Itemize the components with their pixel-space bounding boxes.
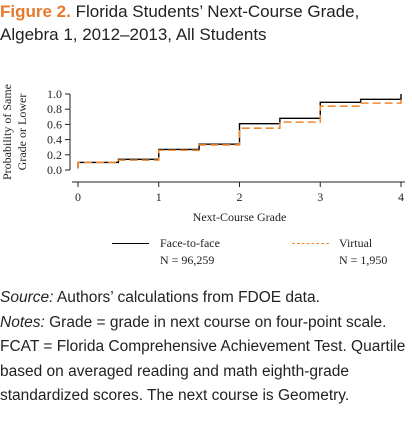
y-tick-label-3: 0.6 <box>47 117 62 131</box>
x-axis-title: Next-Course Grade <box>193 210 287 224</box>
x-tick-label-0: 0 <box>75 190 81 204</box>
x-tick-label-2: 2 <box>237 190 243 204</box>
y-tick-label-4: 0.8 <box>47 102 62 116</box>
y-tick-label-0: 0.0 <box>47 163 62 177</box>
legend-label-face-to-face: Face-to-face <box>160 236 220 250</box>
legend-n-face-to-face: N = 96,259 <box>160 253 215 267</box>
y-axis-title-line-1: Probability of Same <box>0 84 14 180</box>
x-tick-label-1: 1 <box>156 190 162 204</box>
legend-swatch-face-to-face <box>112 243 149 244</box>
figure-notes: Source: Authors’ calculations from FDOE … <box>0 286 412 409</box>
source-line: Source: Authors’ calculations from FDOE … <box>0 286 412 311</box>
x-tick-label-4: 4 <box>398 190 404 204</box>
notes-text: Grade = grade in next course on four-poi… <box>0 313 406 405</box>
y-tick-label-5: 1.0 <box>47 87 62 101</box>
chart-legend: Face-to-face N = 96,259 Virtual N = 1,95… <box>0 232 412 272</box>
figure-title-text: Florida Students’ Next-Course Grade, Alg… <box>0 2 360 44</box>
figure-title: Figure 2. Florida Students’ Next-Course … <box>0 0 412 46</box>
source-label: Source: <box>0 289 54 306</box>
notes-paragraph: Notes: Grade = grade in next course on f… <box>0 311 412 409</box>
source-text: Authors’ calculations from FDOE data. <box>53 289 320 306</box>
x-tick-label-3: 3 <box>317 190 323 204</box>
series-line-virtual <box>77 99 402 169</box>
y-tick-label-2: 0.4 <box>47 133 62 147</box>
legend-label-virtual: Virtual <box>339 236 373 250</box>
notes-label: Notes: <box>0 313 45 331</box>
y-tick-label-1: 0.2 <box>47 148 62 162</box>
legend-n-virtual: N = 1,950 <box>339 253 388 267</box>
chart-root: 0 1 2 3 4 0.00.20.4 0.60.81.0 Next-Course Grade… <box>0 84 405 224</box>
step-chart: 0 1 2 3 4 0.00.20.4 0.60.81.0 Next-Course Grade… <box>0 84 405 224</box>
figure-label: Figure 2. <box>0 2 71 21</box>
legend-swatch-virtual <box>292 243 329 244</box>
y-axis-title-line-2: Grade or Lower <box>15 94 29 171</box>
